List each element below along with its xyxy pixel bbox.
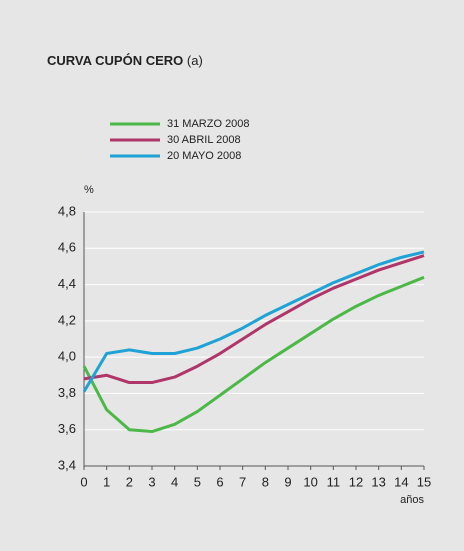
y-tick-label: 3,6 — [58, 421, 76, 436]
x-axis-label: años — [400, 494, 424, 506]
y-tick-label: 3,8 — [58, 385, 76, 400]
series-line — [83, 254, 425, 385]
x-tick-label: 15 — [417, 474, 431, 489]
title-main: CURVA CUPÓN CERO — [47, 53, 183, 68]
x-tick-label: 0 — [80, 474, 87, 489]
chart-title: CURVA CUPÓN CERO (a) — [47, 53, 203, 68]
legend-label: 31 MARZO 2008 — [167, 118, 250, 130]
y-tick-label: 4,0 — [58, 349, 76, 364]
x-tick-label: 4 — [171, 474, 178, 489]
x-tick-label: 8 — [262, 474, 269, 489]
x-tick-label: 2 — [126, 474, 133, 489]
x-tick-label: 13 — [371, 474, 385, 489]
x-tick-label: 7 — [239, 474, 246, 489]
x-tick-label: 5 — [194, 474, 201, 489]
y-tick-label: 4,8 — [58, 203, 76, 218]
x-tick-label: 14 — [394, 474, 408, 489]
series-line — [82, 275, 425, 434]
y-axis-label: % — [84, 184, 94, 196]
y-tick-label: 4,6 — [58, 240, 76, 255]
x-tick-label: 9 — [284, 474, 291, 489]
x-tick-label: 6 — [216, 474, 223, 489]
x-tick-label: 10 — [303, 474, 317, 489]
x-tick-label: 1 — [103, 474, 110, 489]
y-tick-label: 3,4 — [58, 457, 76, 472]
legend-label: 20 MAYO 2008 — [167, 150, 241, 162]
x-tick-label: 3 — [148, 474, 155, 489]
legend-label: 30 ABRIL 2008 — [167, 134, 241, 146]
y-tick-label: 4,4 — [58, 276, 76, 291]
x-tick-label: 12 — [349, 474, 363, 489]
title-note: (a) — [187, 53, 203, 68]
x-tick-label: 11 — [327, 474, 341, 489]
y-tick-label: 4,2 — [58, 312, 76, 327]
series-line — [82, 250, 425, 393]
